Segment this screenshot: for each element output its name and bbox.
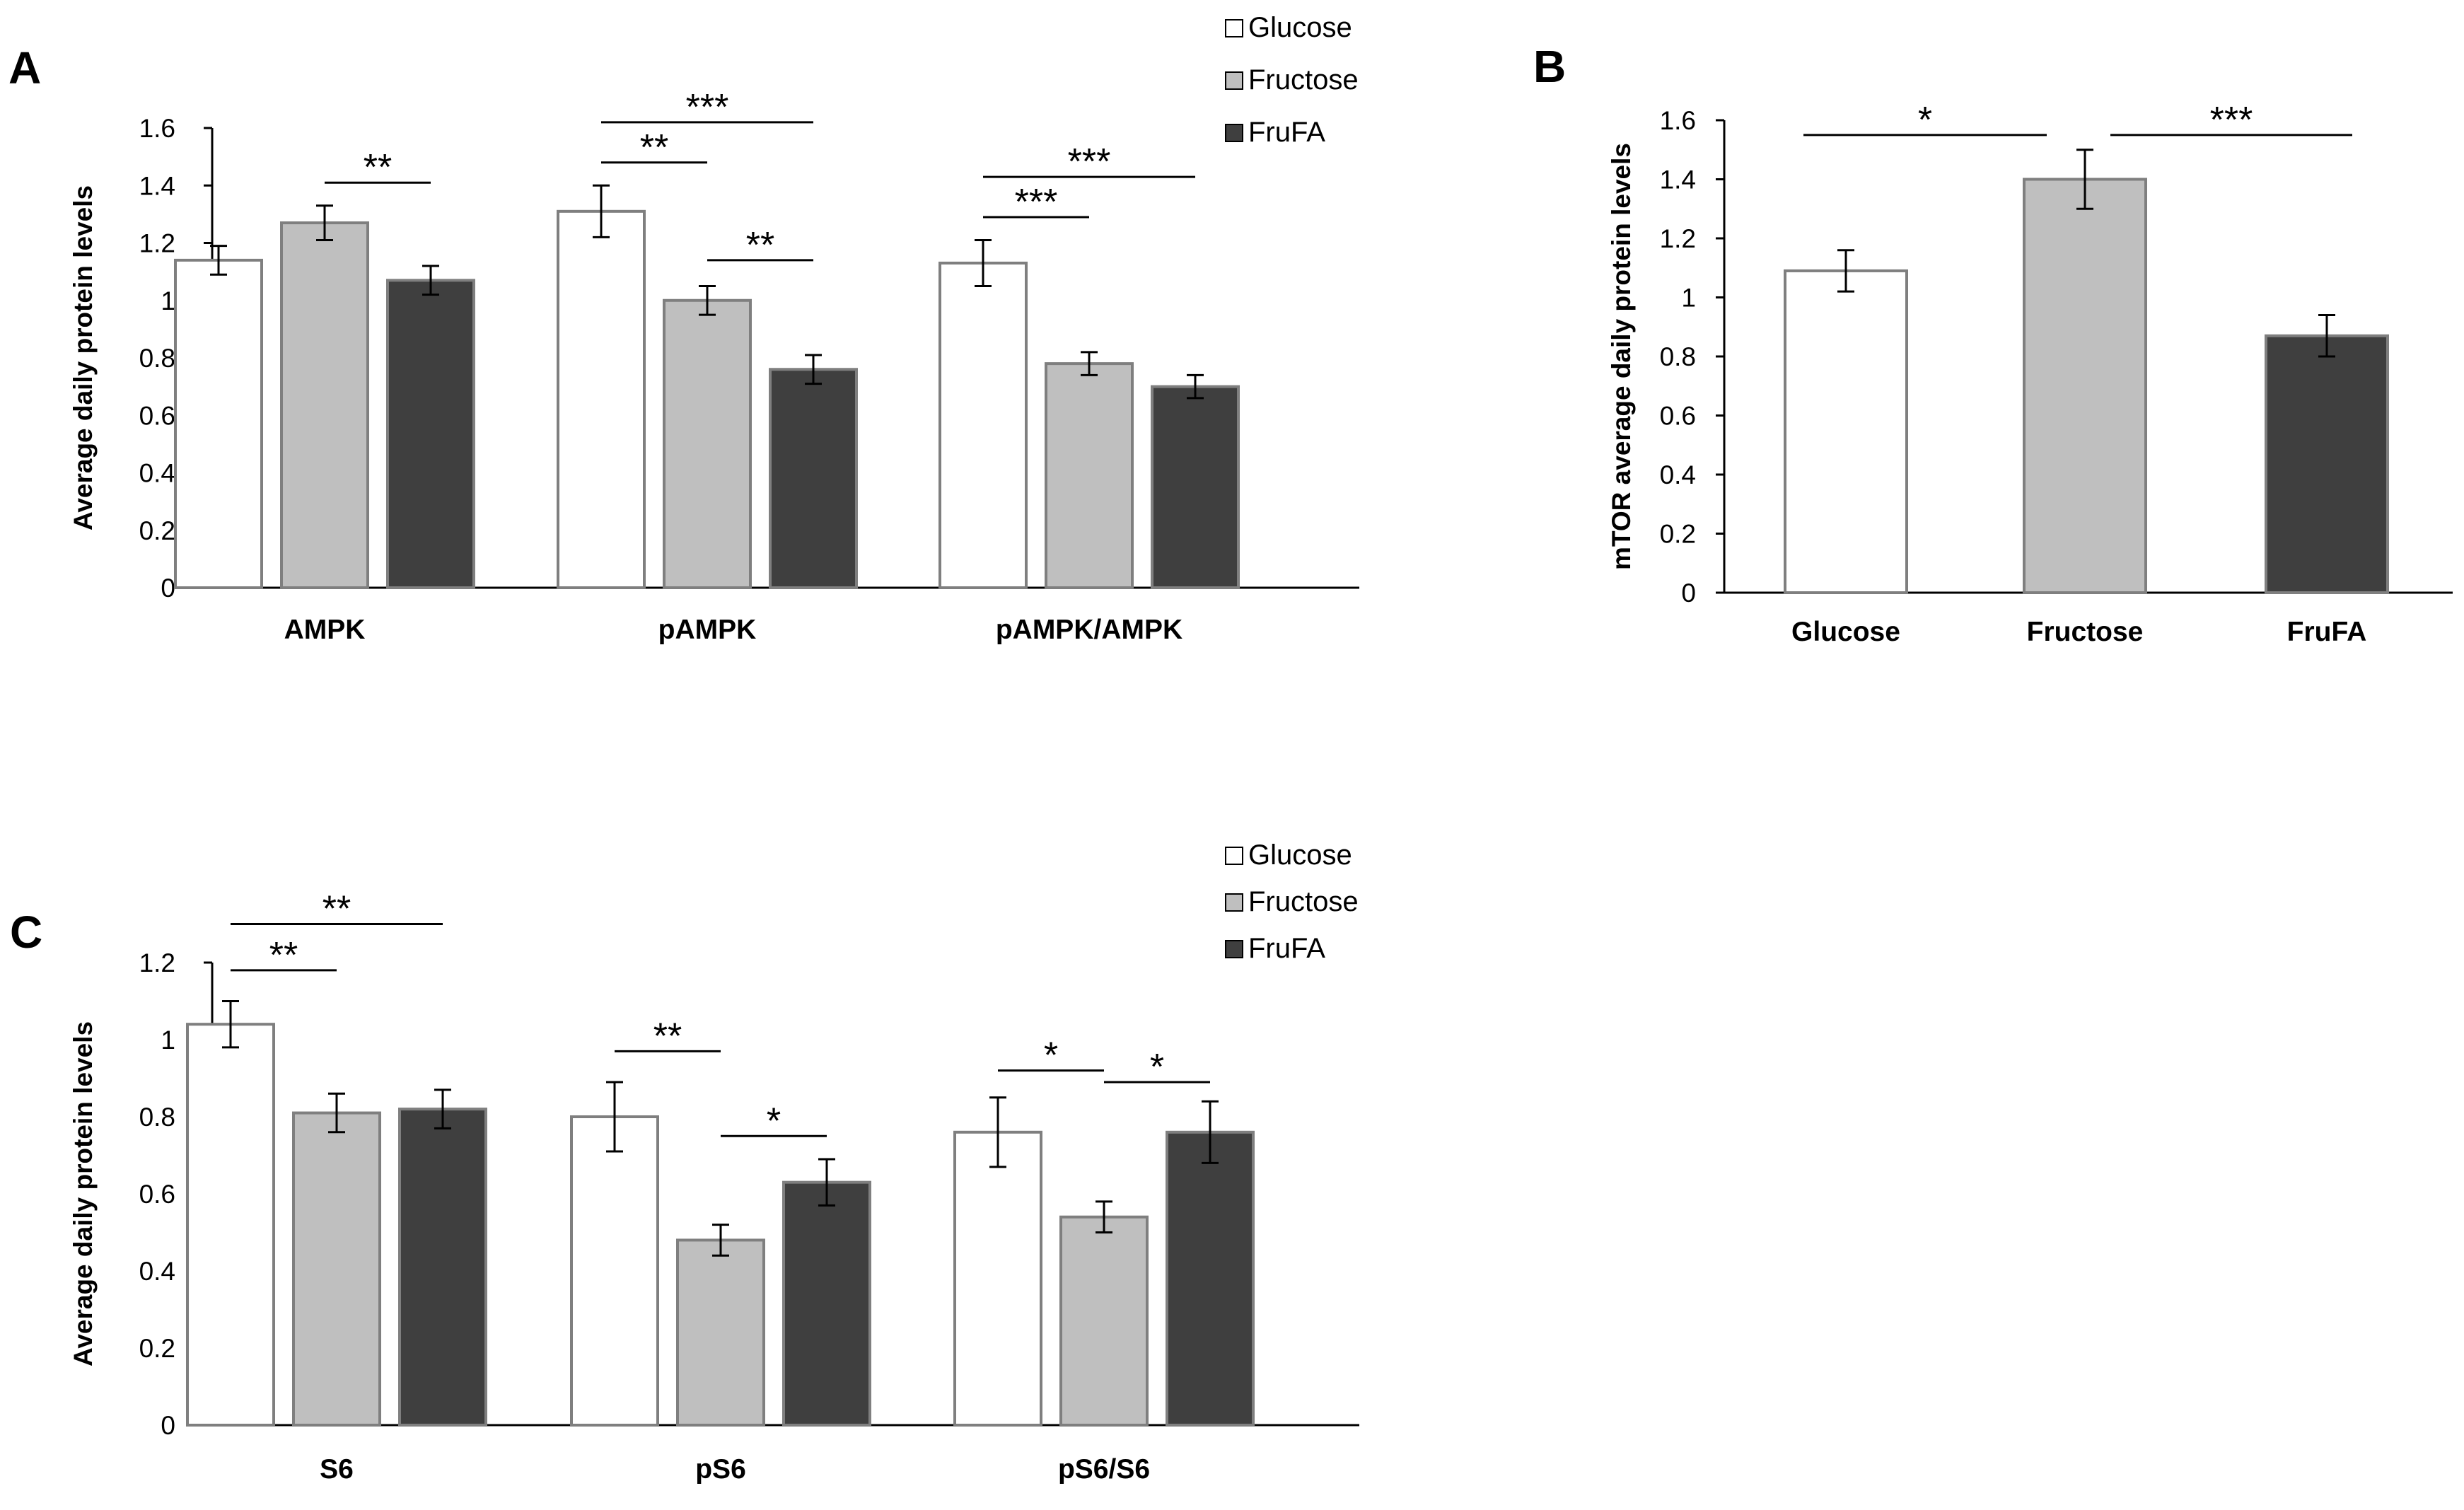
significance-label: ** [269,935,298,976]
x-category-label: pS6/S6 [1058,1454,1150,1485]
legend-swatch [1225,940,1243,958]
bar [2023,178,2147,594]
legend-swatch [1225,893,1243,912]
y-tick-label: 0.8 [139,1103,175,1132]
legend-swatch [1225,71,1243,90]
y-tick-label: 0.6 [139,401,175,430]
y-tick-label: 1.4 [1660,165,1696,194]
y-tick-label: 0.6 [139,1180,175,1209]
panel-a: A 0 0.2 0.4 0.6 0.8 1 1.2 1.4 1.6 Average daily p… [8,12,1359,645]
panel-label-c: C [10,907,42,958]
bar [280,221,369,589]
y-tick-label: 1.2 [139,229,175,258]
y-tick-label: 1.2 [139,948,175,977]
x-category-label: pAMPK [658,615,757,645]
y-tick-label: 0.4 [139,1257,175,1286]
legend-label: Fructose [1248,886,1359,917]
significance-label: ** [322,889,351,930]
significance-label: * [767,1100,781,1142]
bar [1166,1130,1255,1427]
bar [782,1180,871,1427]
legend-swatch [1225,124,1243,142]
legend-swatch [1225,19,1243,37]
bar [386,279,475,589]
legend-label: Glucose [1248,840,1352,871]
y-tick-label: 1.6 [139,114,175,143]
x-category-label: pS6 [695,1454,746,1485]
significance-label: *** [1068,141,1111,182]
bar [1045,362,1134,589]
y-tick-label: 1 [161,1026,175,1055]
y-tick-label: 0.6 [1660,402,1696,431]
bar [174,258,263,589]
y-tick-label: 0.2 [1660,520,1696,549]
bar [769,368,858,589]
significance-label: ** [653,1016,682,1057]
panel-label-b: B [1533,41,1566,92]
bar [1784,269,1908,594]
bar [292,1111,381,1427]
x-category-label: FruFA [2287,617,2367,647]
y-tick-label: 0.2 [139,1334,175,1363]
bar [663,298,752,589]
bar [398,1108,487,1427]
legend-label: Fructose [1248,64,1359,95]
y-axis-label: Average daily protein levels [69,1021,98,1366]
y-tick-label: 0 [161,574,175,603]
significance-label: * [1918,100,1932,141]
x-category-label: S6 [320,1454,354,1485]
y-tick-label: 1.4 [139,171,175,200]
panel-label-a: A [8,42,41,93]
y-axis-label: Average daily protein levels [69,185,98,530]
bar [676,1238,765,1427]
significance-label: * [1150,1047,1164,1088]
x-category-label: Fructose [2027,617,2144,647]
y-tick-label: 0.4 [139,459,175,488]
x-category-label: AMPK [284,615,366,645]
legend-label: FruFA [1248,933,1325,964]
y-axis-label: mTOR average daily protein levels [1607,143,1636,570]
y-tick-label: 0 [161,1411,175,1440]
legend-label: Glucose [1248,12,1352,43]
y-tick-label: 1.6 [1660,106,1696,135]
y-tick-label: 1 [1681,284,1696,313]
y-tick-label: 0 [1681,579,1696,608]
legend-label: FruFA [1248,117,1325,148]
y-tick-label: 1 [161,286,175,315]
panel-c: C 0 0.2 0.4 0.6 0.8 1 1.2 Average daily protein… [10,840,1359,1485]
significance-label: *** [1015,182,1058,223]
legend-swatch [1225,847,1243,865]
bar [953,1130,1042,1427]
y-tick-label: 0.8 [139,344,175,373]
bar [186,1023,275,1427]
significance-label: ** [746,225,774,266]
significance-label: * [1044,1035,1058,1076]
bar [557,209,646,589]
y-tick-label: 0.8 [1660,342,1696,371]
significance-label: *** [2210,100,2253,141]
panel-b: B 0 0.2 0.4 0.6 0.8 1 1.2 1.4 1.6 mTOR average da… [1533,41,2453,647]
y-tick-label: 1.2 [1660,224,1696,253]
significance-label: ** [364,147,392,188]
bar [1151,385,1240,589]
bar [570,1115,659,1427]
x-category-label: Glucose [1791,617,1900,647]
bar [938,261,1028,589]
x-category-label: pAMPK/AMPK [996,615,1182,645]
bar [2265,334,2389,594]
y-tick-label: 0.2 [139,516,175,545]
significance-label: *** [686,87,729,128]
y-tick-label: 0.4 [1660,460,1696,489]
significance-label: ** [640,127,668,168]
bar [1059,1215,1149,1427]
